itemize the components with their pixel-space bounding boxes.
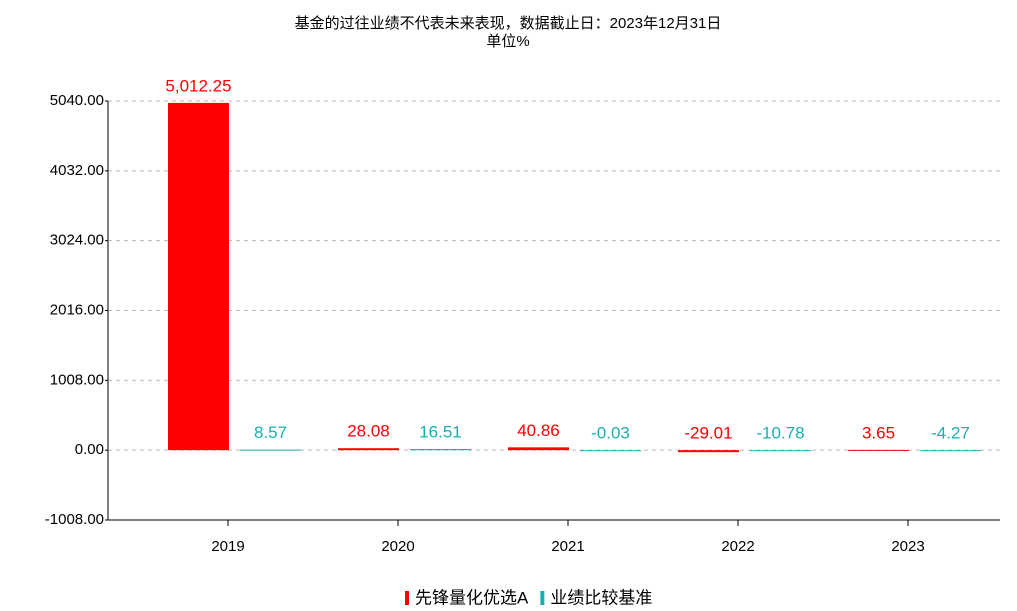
bar: [580, 450, 641, 452]
y-tick-label: 3024.00: [50, 232, 104, 249]
data-label: -10.78: [756, 424, 804, 443]
x-tick-label: 2022: [721, 538, 754, 555]
y-tick-label: 1008.00: [50, 371, 104, 388]
y-tick-label: 0.00: [75, 441, 104, 458]
data-label: 3.65: [862, 423, 895, 442]
data-label: 16.51: [419, 423, 462, 442]
legend-label: 业绩比较基准: [550, 588, 652, 607]
legend-swatch: [405, 591, 409, 605]
bar: [678, 450, 739, 453]
bar: [750, 450, 811, 452]
y-tick-label: -1008.00: [45, 511, 104, 528]
data-label: 8.57: [254, 423, 287, 442]
x-tick-label: 2021: [551, 538, 584, 555]
bar: [240, 449, 301, 451]
data-label: 28.08: [347, 422, 390, 441]
legend-label: 先锋量化优选A: [415, 588, 529, 607]
x-tick-label: 2020: [381, 538, 414, 555]
data-label: -0.03: [591, 424, 630, 443]
chart-subtitle: 单位%: [486, 33, 529, 50]
data-label: -29.01: [684, 424, 732, 443]
x-tick-label: 2023: [891, 538, 924, 555]
y-tick-label: 5040.00: [50, 92, 104, 109]
data-label: 40.86: [517, 421, 560, 440]
bar: [168, 102, 229, 451]
data-label: -4.27: [931, 424, 970, 443]
chart-title: 基金的过往业绩不代表未来表现，数据截止日：2023年12月31日: [295, 15, 722, 32]
legend-swatch: [540, 591, 545, 605]
bar: [920, 450, 981, 452]
data-label: 5,012.25: [165, 76, 231, 95]
bar: [848, 449, 909, 451]
bar: [410, 449, 471, 451]
bar: [338, 448, 399, 451]
bar: [508, 447, 569, 451]
x-tick-label: 2019: [211, 538, 244, 555]
y-tick-label: 2016.00: [50, 301, 104, 318]
y-tick-label: 4032.00: [50, 162, 104, 179]
